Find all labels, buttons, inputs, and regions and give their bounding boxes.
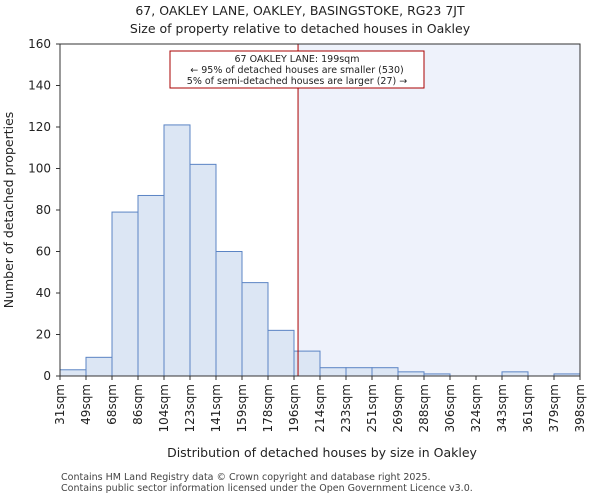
- x-tick-label: 288sqm: [417, 384, 431, 432]
- chart-title: 67, OAKLEY LANE, OAKLEY, BASINGSTOKE, RG…: [135, 3, 465, 18]
- y-tick-label: 40: [36, 286, 51, 300]
- histogram-bar: [189, 163, 217, 377]
- larger-region-shade: [298, 44, 580, 376]
- histogram-bar: [345, 367, 373, 377]
- x-tick-label: 123sqm: [183, 384, 197, 432]
- x-tick-label: 86sqm: [131, 384, 145, 425]
- y-tick-label: 80: [36, 203, 51, 217]
- x-tick-label: 31sqm: [53, 384, 67, 425]
- annotation-line-1: 67 OAKLEY LANE: 199sqm: [235, 54, 360, 65]
- x-tick-label: 159sqm: [235, 384, 249, 432]
- y-tick-label: 20: [36, 328, 51, 342]
- histogram-bar: [397, 371, 425, 377]
- y-tick-label: 100: [28, 162, 51, 176]
- y-tick-label: 120: [28, 120, 51, 134]
- y-tick-label: 160: [28, 37, 51, 51]
- y-tick-label: 60: [36, 245, 51, 259]
- histogram-bar: [319, 367, 347, 377]
- x-tick-label: 251sqm: [365, 384, 379, 432]
- footer-line-1: Contains HM Land Registry data © Crown c…: [61, 472, 431, 483]
- x-tick-label: 196sqm: [287, 384, 301, 432]
- x-tick-label: 214sqm: [313, 384, 327, 432]
- x-tick-label: 379sqm: [547, 384, 561, 432]
- histogram-bar: [163, 124, 191, 377]
- x-tick-label: 361sqm: [521, 384, 535, 432]
- histogram-bar: [59, 369, 87, 377]
- x-tick-label: 104sqm: [157, 384, 171, 432]
- x-tick-label: 68sqm: [105, 384, 119, 425]
- histogram-bar: [215, 251, 243, 377]
- footer-line-2: Contains public sector information licen…: [61, 483, 473, 494]
- histogram-bar: [241, 282, 269, 377]
- x-axis-label: Distribution of detached houses by size …: [167, 445, 477, 460]
- histogram-bar: [137, 194, 165, 377]
- y-tick-label: 0: [43, 369, 51, 383]
- x-tick-label: 306sqm: [443, 384, 457, 432]
- x-tick-label: 398sqm: [573, 384, 587, 432]
- histogram-bar: [111, 211, 139, 377]
- x-tick-label: 233sqm: [339, 384, 353, 432]
- x-tick-label: 324sqm: [469, 384, 483, 432]
- chart-subtitle: Size of property relative to detached ho…: [129, 21, 471, 36]
- y-axis-label: Number of detached properties: [1, 112, 16, 309]
- histogram-bar: [371, 367, 399, 377]
- annotation-line-2: ← 95% of detached houses are smaller (53…: [190, 65, 403, 76]
- x-tick-label: 49sqm: [79, 384, 93, 425]
- x-tick-label: 178sqm: [261, 384, 275, 432]
- annotation-line-3: 5% of semi-detached houses are larger (2…: [187, 76, 407, 87]
- y-tick-label: 140: [28, 79, 51, 93]
- histogram-bar: [85, 356, 113, 377]
- histogram-bar: [267, 329, 295, 377]
- x-tick-label: 141sqm: [209, 384, 223, 432]
- x-tick-label: 269sqm: [391, 384, 405, 432]
- histogram-bar: [501, 371, 529, 377]
- x-tick-label: 343sqm: [495, 384, 509, 432]
- annotation-box: [169, 50, 425, 89]
